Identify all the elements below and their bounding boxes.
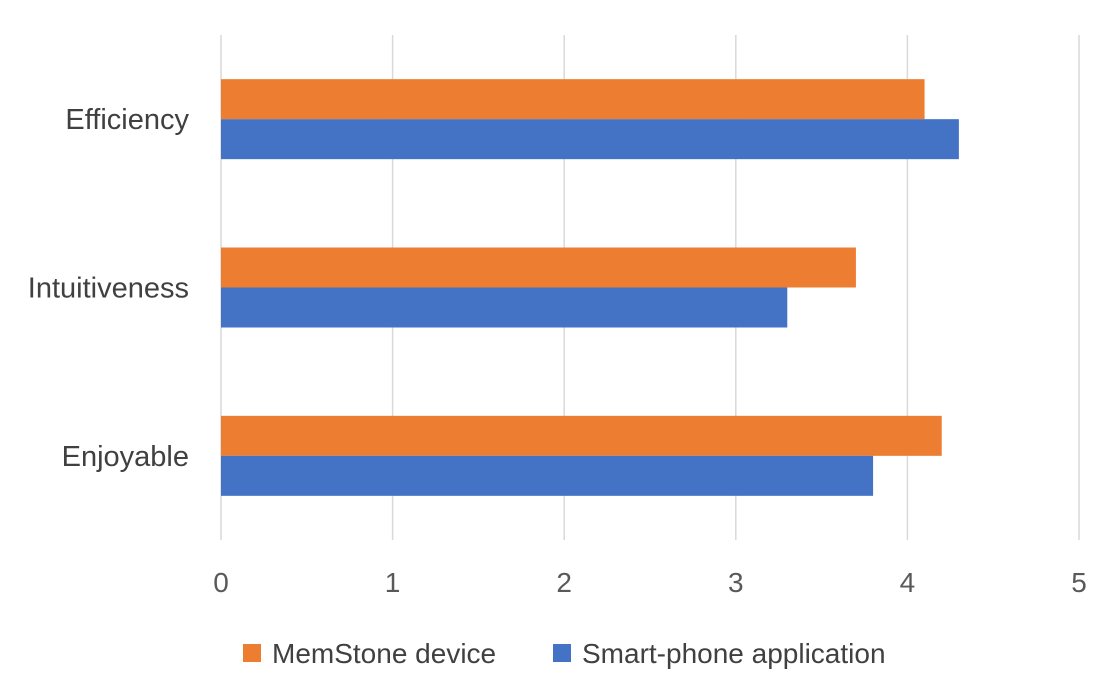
- category-label: Intuitiveness: [28, 273, 189, 305]
- legend-label-1: Smart-phone application: [582, 638, 886, 669]
- category-label: Enjoyable: [62, 441, 189, 473]
- x-tick-label: 5: [1071, 567, 1087, 598]
- legend-label-0: MemStone device: [272, 638, 496, 669]
- x-tick-label: 2: [556, 567, 572, 598]
- legend-swatch-0: [243, 644, 261, 662]
- category-label: Efficiency: [65, 104, 189, 136]
- bar-enjoyable-series-1: [221, 455, 874, 496]
- bar-efficiency-series-1: [221, 119, 959, 160]
- legend: MemStone device Smart-phone application: [243, 638, 886, 669]
- x-tick-label: 4: [900, 567, 916, 598]
- x-tick-label: 1: [385, 567, 401, 598]
- bar-efficiency-series-0: [221, 79, 925, 120]
- category-labels: Efficiency Intuitiveness Enjoyable: [28, 104, 190, 473]
- bar-intuitiveness-series-1: [221, 287, 788, 328]
- x-tick-labels: 0 1 2 3 4 5: [213, 567, 1087, 598]
- x-tick-label: 0: [213, 567, 229, 598]
- bar-enjoyable-series-0: [221, 415, 942, 456]
- legend-swatch-1: [553, 644, 571, 662]
- bar-intuitiveness-series-0: [221, 247, 856, 288]
- x-tick-label: 3: [728, 567, 744, 598]
- bars: [221, 79, 959, 496]
